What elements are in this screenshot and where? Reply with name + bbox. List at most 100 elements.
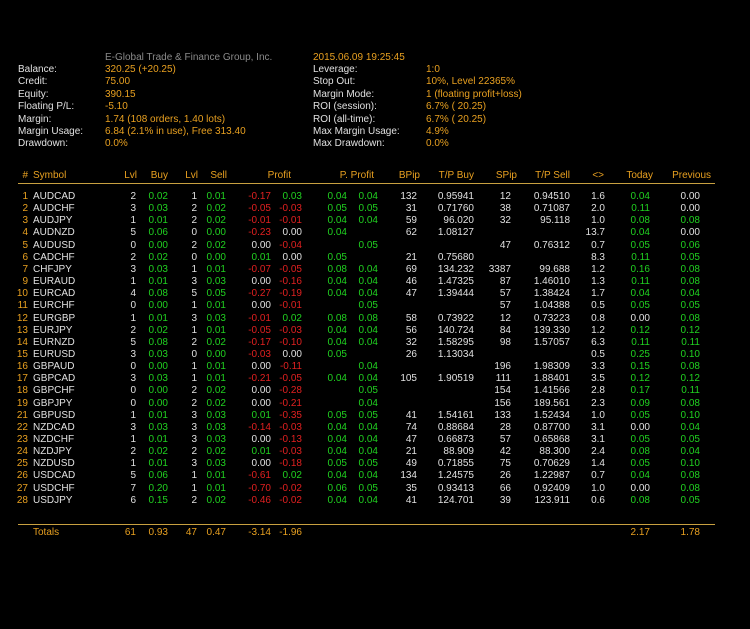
cell: 74 <box>405 421 417 433</box>
cell: 14 <box>16 336 28 348</box>
cell: 1 <box>191 324 197 336</box>
symbol: CADCHF <box>33 251 75 263</box>
cell: 0.10 <box>680 409 700 421</box>
cell: 0.00 <box>251 458 271 470</box>
cell: 0.02 <box>148 324 168 336</box>
cell: 17 <box>16 373 28 385</box>
cell: 0.08 <box>680 215 700 227</box>
column-header: SPip <box>495 170 517 181</box>
info-label: Margin: <box>18 113 52 125</box>
cell: 25 <box>16 458 28 470</box>
cell: 0.71760 <box>437 203 474 215</box>
cell: 0.04 <box>358 434 378 445</box>
symbol: EURGBP <box>33 312 76 324</box>
cell: 0.09 <box>630 397 650 409</box>
cell: 62 <box>405 227 417 239</box>
cell: 1 <box>191 361 197 373</box>
cell: 0.12 <box>630 324 650 336</box>
cell: 0.08 <box>680 312 700 324</box>
cell: 46 <box>405 276 417 288</box>
cell: 2 <box>191 446 197 458</box>
cell: 1 <box>191 300 197 312</box>
cell: 98 <box>499 336 511 348</box>
cell: 0.00 <box>251 434 271 445</box>
cell: 1.38424 <box>533 288 570 300</box>
cell: 0.12 <box>680 373 700 385</box>
cell: 2 <box>191 336 197 348</box>
cell: 3 <box>130 348 136 360</box>
cell: 0 <box>191 227 197 239</box>
cell: 2.4 <box>591 446 605 458</box>
cell: 12 <box>499 312 511 324</box>
cell: 139.330 <box>533 324 570 336</box>
cell: 0.11 <box>631 336 650 348</box>
cell: 1 <box>191 373 197 385</box>
cell: 0.73223 <box>533 312 570 324</box>
cell: 0.10 <box>680 458 700 470</box>
cell: 154 <box>494 385 511 397</box>
column-header: T/P Buy <box>438 170 474 181</box>
cell: 2.8 <box>591 385 605 397</box>
info-label: Equity: <box>18 88 49 100</box>
totals-cell: -1.96 <box>279 527 302 538</box>
cell: 0.05 <box>630 300 650 312</box>
cell: 0.65868 <box>533 434 570 445</box>
cell: 1.08127 <box>437 227 474 239</box>
cell: 95.118 <box>540 215 570 227</box>
cell: 0.00 <box>630 421 650 433</box>
cell: 99.688 <box>539 263 570 275</box>
cell: 0.00 <box>680 203 700 215</box>
cell: 13 <box>16 324 28 336</box>
totals-cell: Totals <box>33 527 60 538</box>
totals-cell: 0.47 <box>206 527 226 538</box>
cell: 0.00 <box>251 361 271 373</box>
cell: 124.701 <box>437 494 474 506</box>
column-header: P. Profit <box>339 170 374 181</box>
cell: 2.3 <box>591 397 605 409</box>
cell: 0.02 <box>148 191 168 202</box>
cell: 8.3 <box>591 251 605 263</box>
cell: 0.75680 <box>437 251 474 263</box>
cell: 0.03 <box>206 434 226 445</box>
cell: 1.52434 <box>533 409 570 421</box>
cell: 19 <box>16 397 28 409</box>
cell: 0.05 <box>358 482 378 494</box>
cell: -0.05 <box>248 324 271 336</box>
cell: 0.5 <box>591 300 605 312</box>
cell: 12 <box>16 312 28 324</box>
cell: 0.00 <box>630 312 650 324</box>
info-label: Credit: <box>18 76 48 88</box>
cell: 0.01 <box>148 312 168 324</box>
cell: 0.04 <box>358 276 378 288</box>
cell: 56 <box>405 324 417 336</box>
cell: -0.05 <box>279 373 302 385</box>
cell: 0.08 <box>680 263 700 275</box>
column-header: Lvl <box>185 170 198 181</box>
cell: 0 <box>130 397 136 409</box>
symbol: GBPUSD <box>33 409 76 421</box>
cell: 0 <box>191 348 197 360</box>
cell: 0.88684 <box>437 421 474 433</box>
cell: 0.01 <box>148 434 168 445</box>
cell: -0.16 <box>279 276 302 288</box>
cell: 21 <box>405 446 417 458</box>
cell: 10 <box>16 288 28 300</box>
cell: 0 <box>130 361 136 373</box>
cell: 0.01 <box>148 276 168 288</box>
cell: 0.04 <box>327 336 347 348</box>
cell: 0.04 <box>358 494 378 506</box>
cell: 3 <box>191 409 197 421</box>
info-label: Max Margin Usage: <box>313 126 400 137</box>
cell: 0.03 <box>282 191 302 202</box>
cell: 0.15 <box>148 494 168 506</box>
cell: 0 <box>130 385 136 397</box>
cell: 0.08 <box>680 482 700 494</box>
cell: 0.00 <box>148 397 168 409</box>
cell: 0.04 <box>327 446 347 458</box>
totals-cell: -3.14 <box>248 527 271 538</box>
cell: 0.04 <box>680 446 700 458</box>
cell: 0.06 <box>148 470 168 482</box>
cell: 3 <box>22 215 28 227</box>
cell: 0.73922 <box>437 312 474 324</box>
cell: 69 <box>405 263 417 275</box>
